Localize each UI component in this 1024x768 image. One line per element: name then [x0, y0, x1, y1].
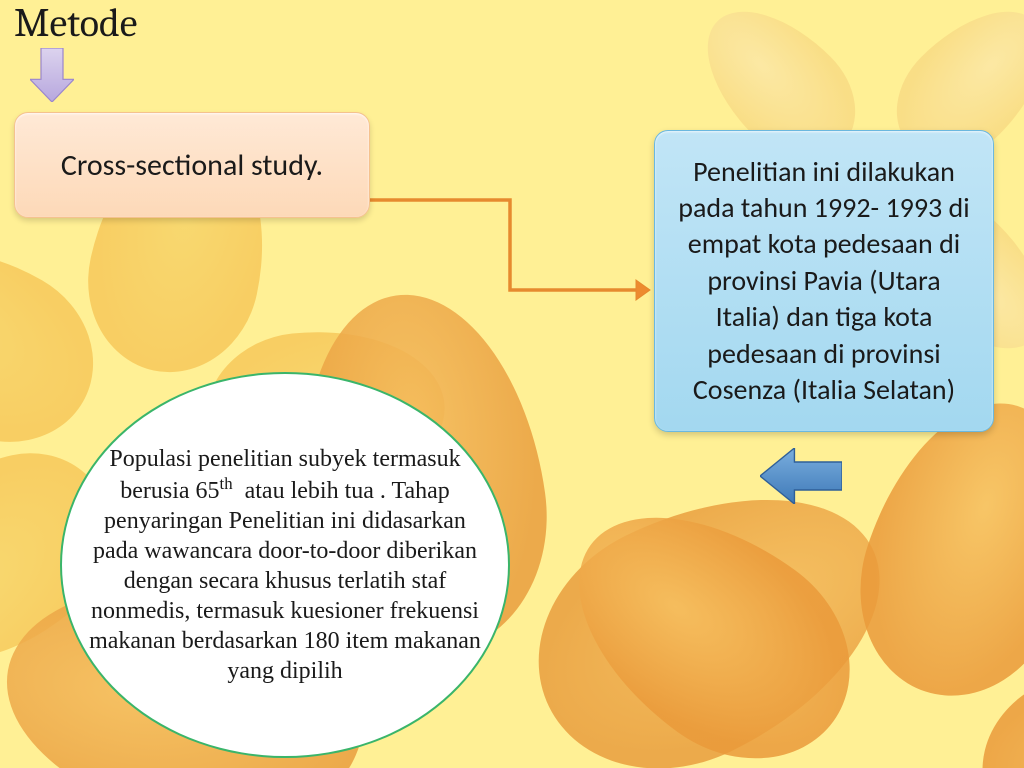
study-context-box: Penelitian ini dilakukan pada tahun 1992… — [654, 130, 994, 432]
left-arrow-icon — [760, 448, 842, 504]
down-arrow-icon — [30, 48, 74, 102]
population-ellipse: Populasi penelitian subyek termasuk beru… — [60, 372, 510, 758]
population-text: Populasi penelitian subyek termasuk beru… — [62, 444, 508, 686]
page-title: Metode — [14, 0, 137, 46]
method-box: Cross-sectional study. — [14, 112, 370, 218]
method-box-text: Cross-sectional study. — [61, 147, 323, 184]
study-context-text: Penelitian ini dilakukan pada tahun 1992… — [675, 154, 973, 409]
